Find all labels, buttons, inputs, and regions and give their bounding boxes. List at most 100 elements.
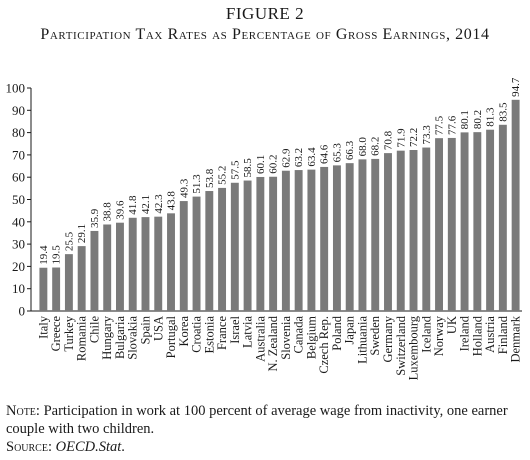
bar-australia <box>256 176 265 311</box>
x-category-label: Israel <box>228 315 242 343</box>
source-name: OECD.Stat <box>55 439 122 455</box>
bar-value-label: 62.9 <box>280 148 292 168</box>
x-category-label: Finland <box>496 315 510 354</box>
x-category-label: Australia <box>253 316 267 362</box>
bar-value-label: 42.3 <box>153 194 165 214</box>
bar-value-label: 57.5 <box>229 160 241 180</box>
bar-value-label: 63.2 <box>293 148 305 167</box>
x-category-label: Czech Rep. <box>317 316 331 374</box>
y-tick-label: 20 <box>12 259 25 274</box>
x-category-label: Norway <box>432 315 446 356</box>
x-category-label: Austria <box>483 316 497 353</box>
bar-value-label: 68.0 <box>357 137 369 157</box>
bar-value-label: 70.8 <box>382 130 394 150</box>
x-category-label: Italy <box>36 315 50 339</box>
bar-spain <box>141 217 150 311</box>
x-category-label: Turkey <box>62 315 76 351</box>
bar-luxembourg <box>409 149 418 311</box>
bar-lithuania <box>358 159 367 311</box>
bar-uk <box>447 137 456 311</box>
figure-label: FIGURE 2 <box>225 4 305 23</box>
x-category-label: Croatia <box>190 316 204 353</box>
y-tick-label: 90 <box>12 103 25 118</box>
y-tick-label: 40 <box>12 214 25 229</box>
bar-value-label: 25.5 <box>63 231 75 251</box>
bar-czech-rep <box>320 166 329 311</box>
bar-value-label: 65.3 <box>331 143 343 163</box>
note-lead: Note: <box>6 403 40 419</box>
x-category-label: UK <box>445 316 459 334</box>
bar-value-label: 80.2 <box>472 110 484 129</box>
bar-value-label: 64.6 <box>319 144 331 164</box>
bar-value-label: 81.3 <box>485 107 497 127</box>
bar-n-zealand <box>269 176 278 311</box>
bar-value-label: 66.3 <box>344 140 356 160</box>
bar-value-label: 38.8 <box>102 202 114 222</box>
bar-chile <box>90 230 99 311</box>
bar-ireland <box>460 132 469 311</box>
bar-latvia <box>243 180 252 311</box>
bar-israel <box>230 182 239 311</box>
bar-italy <box>39 267 48 311</box>
bar-chart: 0 10 20 30 40 50 60 70 80 90 100 19.4 Italy 19.5 Greec… <box>6 77 523 380</box>
bar-value-label: 77.5 <box>434 115 446 135</box>
source-end: . <box>121 439 125 455</box>
bar-value-label: 77.6 <box>446 115 458 135</box>
y-tick-label: 60 <box>12 170 25 185</box>
bar-portugal <box>167 213 175 311</box>
bar-finland <box>498 124 507 311</box>
bar-germany <box>384 153 392 311</box>
x-category-label: USA <box>151 316 165 341</box>
x-category-label: Bulgaria <box>113 316 127 359</box>
bar-value-label: 53.8 <box>204 168 216 188</box>
x-category-label: Spain <box>138 315 152 344</box>
y-tick-label: 0 <box>19 304 26 319</box>
bar-usa <box>154 216 163 311</box>
bar-japan <box>345 163 354 311</box>
bar-value-label: 60.2 <box>268 155 280 174</box>
y-tick-label: 80 <box>12 125 25 140</box>
source-lead: Source: <box>6 439 52 455</box>
x-category-label: Switzerland <box>394 315 408 375</box>
bar-denmark <box>511 99 520 311</box>
bar-value-label: 19.4 <box>38 245 50 265</box>
note-line: Note: Participation in work at 100 perce… <box>6 402 526 438</box>
figure-heading: FIGURE 2 Participation Tax Rates as Perc… <box>0 4 530 45</box>
bar-slovakia <box>128 217 137 311</box>
bar-croatia <box>192 196 201 311</box>
y-tick-label: 30 <box>12 237 25 252</box>
bar-value-label: 94.7 <box>510 77 522 97</box>
bar-norway <box>435 138 443 311</box>
bar-canada <box>294 170 303 311</box>
bar-value-label: 68.2 <box>370 137 382 156</box>
x-category-label: Germany <box>381 315 395 362</box>
bar-value-label: 39.6 <box>114 200 126 220</box>
bar-hungary <box>103 224 112 311</box>
bar-value-label: 42.1 <box>140 195 152 214</box>
y-tick-label: 50 <box>12 192 25 207</box>
x-category-label: Poland <box>330 315 344 350</box>
bar-turkey <box>64 254 73 311</box>
bar-slovenia <box>281 170 290 311</box>
x-category-label: Sweden <box>368 315 382 355</box>
bar-value-label: 58.5 <box>242 158 254 178</box>
bar-korea <box>179 201 188 311</box>
x-category-label: Denmark <box>509 315 523 362</box>
y-tick-label: 70 <box>12 147 25 162</box>
x-category-label: Latvia <box>241 316 255 348</box>
x-category-label: Portugal <box>164 315 178 358</box>
bar-value-label: 55.2 <box>217 166 229 185</box>
x-category-label: Hungary <box>100 315 114 359</box>
bar-estonia <box>205 191 214 311</box>
bar-bulgaria <box>116 222 124 311</box>
x-category-label: France <box>215 316 229 350</box>
y-tick-label: 10 <box>12 281 25 296</box>
bar-greece <box>52 267 61 311</box>
bar-value-label: 83.5 <box>497 102 509 122</box>
x-category-label: Ireland <box>458 315 472 351</box>
bar-value-label: 73.3 <box>421 125 433 145</box>
bar-value-label: 43.8 <box>166 191 178 211</box>
bar-sweden <box>371 158 380 311</box>
figure-title: Participation Tax Rates as Percentage of… <box>40 26 490 43</box>
x-category-label: Belgium <box>304 316 318 359</box>
